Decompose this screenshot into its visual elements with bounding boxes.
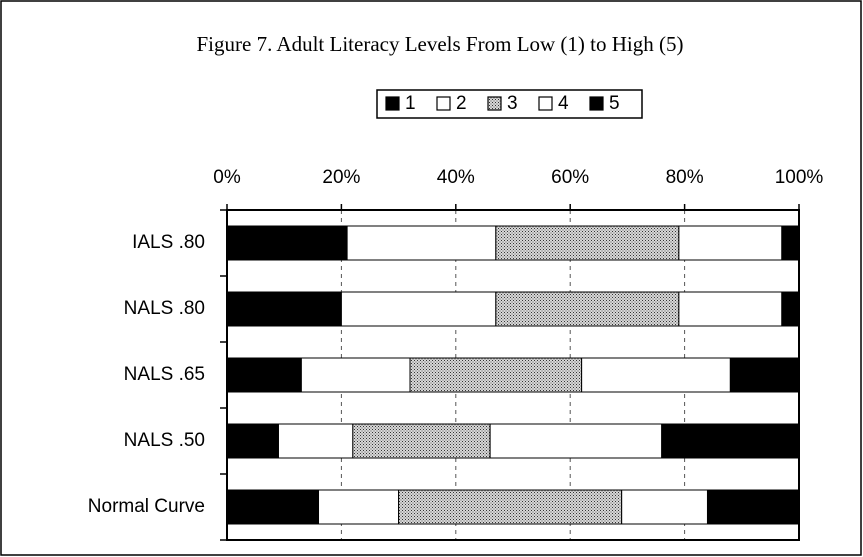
bar-segment [277,423,354,459]
bar-segment [781,291,800,327]
y-tick-label: NALS .65 [124,364,205,385]
bar-segment [226,291,342,327]
bar-segment [409,357,583,393]
legend-label: 3 [507,93,518,114]
legend-label: 5 [609,93,620,114]
bar-segment [300,357,411,393]
y-tick-label: NALS .50 [124,430,205,451]
y-tick-label: Normal Curve [88,496,205,517]
bar-segment [678,291,783,327]
bar-segment [661,423,800,459]
bar-segment [340,291,497,327]
bar-segment [352,423,491,459]
legend-label: 2 [456,93,467,114]
legend-label: 4 [558,93,569,114]
plot-frame [226,209,800,541]
legend-label: 1 [405,93,416,114]
x-tick-label: 100% [775,167,824,188]
x-tick-label: 0% [213,167,241,188]
bar-segment [781,225,800,261]
chart-title: Figure 7. Adult Literacy Levels From Low… [197,32,684,56]
x-tick-label: 60% [551,167,589,188]
bar-segment [398,489,623,525]
y-tick-label: IALS .80 [132,232,205,253]
bar-segment [581,357,731,393]
bar-segment [706,489,800,525]
legend-swatch [589,96,604,111]
legend-swatch [538,96,553,111]
legend-swatch [385,96,400,111]
y-tick-label: NALS .80 [124,298,205,319]
bar-segment [495,291,680,327]
legend-swatch [487,96,502,111]
bar-segment [226,423,279,459]
x-tick-label: 20% [322,167,360,188]
bar-segment [678,225,783,261]
bar-segment [226,225,348,261]
bar-segment [729,357,800,393]
bar-segment [318,489,400,525]
bar-segment [226,357,302,393]
x-tick-label: 40% [437,167,475,188]
bar-segment [621,489,708,525]
bar-segment [495,225,680,261]
bar-segment [346,225,497,261]
legend-swatch [436,96,451,111]
bar-segment [489,423,663,459]
bar-segment [226,489,320,525]
x-tick-label: 80% [666,167,704,188]
